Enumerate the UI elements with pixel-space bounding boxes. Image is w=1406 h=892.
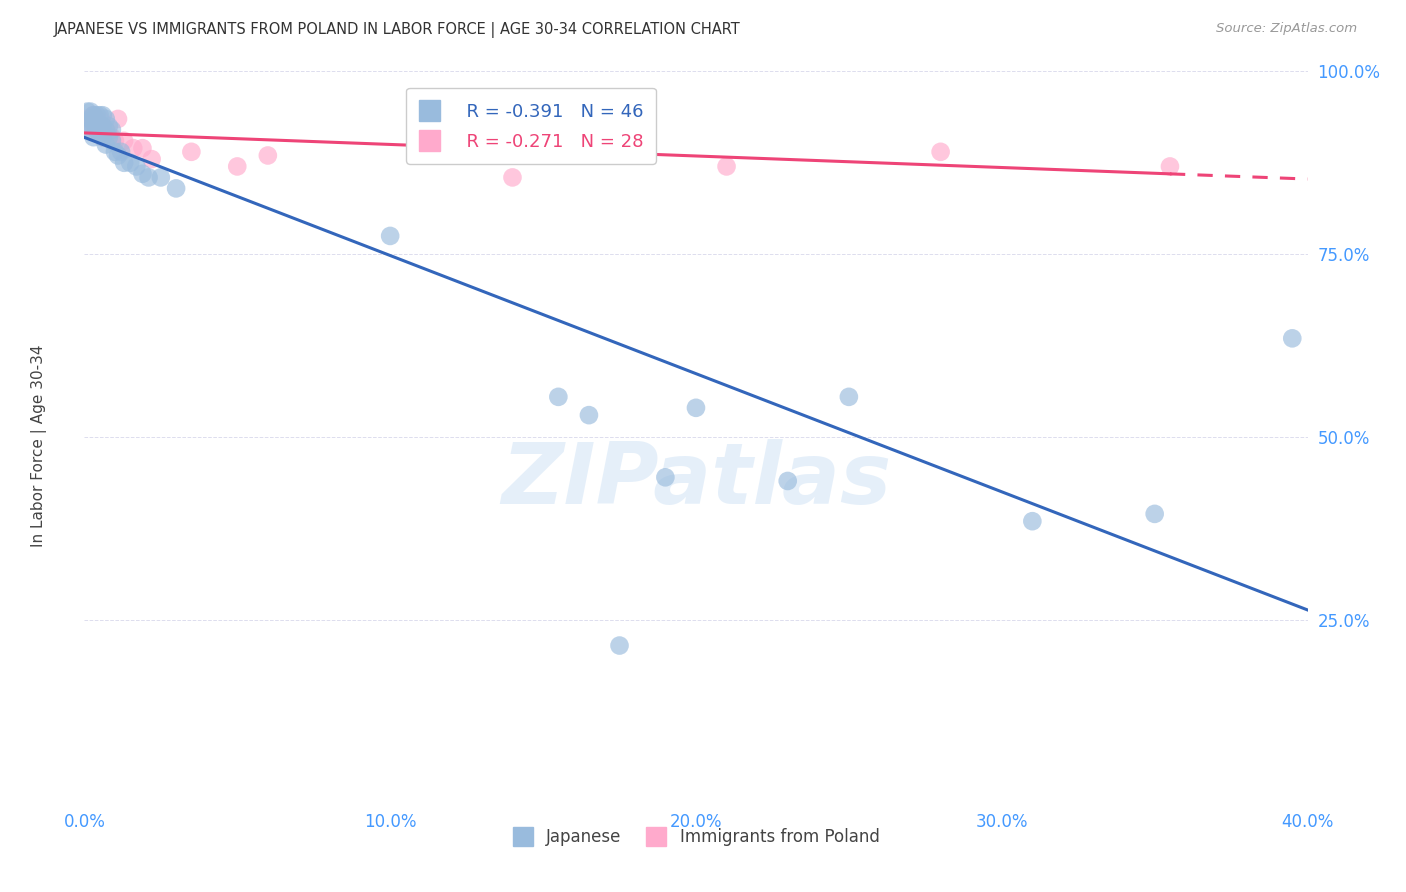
Point: [104, 134, 127, 148]
Point: [101, 130, 124, 145]
Point: [79, 123, 101, 137]
Point: [609, 639, 631, 653]
Point: [91, 119, 114, 133]
Point: [101, 123, 124, 137]
Point: [91, 130, 114, 145]
Point: [76, 112, 98, 126]
Point: [578, 408, 600, 422]
Point: [685, 401, 707, 415]
Point: [76, 104, 98, 119]
Point: [76, 115, 98, 129]
Point: [89, 112, 111, 126]
Point: [94, 123, 117, 137]
Point: [226, 160, 249, 174]
Point: [104, 145, 127, 159]
Point: [149, 170, 172, 185]
Point: [94, 112, 117, 126]
Point: [101, 134, 124, 148]
Point: [79, 104, 101, 119]
Point: [578, 127, 600, 141]
Point: [79, 119, 101, 133]
Point: [502, 170, 524, 185]
Point: [107, 148, 129, 162]
Point: [79, 112, 101, 126]
Point: [83, 115, 105, 129]
Point: [91, 130, 114, 145]
Legend: Japanese, Immigrants from Poland: Japanese, Immigrants from Poland: [506, 821, 886, 853]
Point: [97, 127, 120, 141]
Point: [776, 474, 799, 488]
Point: [1143, 507, 1166, 521]
Point: [89, 123, 111, 137]
Point: [131, 141, 153, 155]
Point: [86, 112, 108, 126]
Point: [89, 119, 111, 133]
Point: [94, 137, 117, 152]
Point: [86, 108, 108, 122]
Point: [180, 145, 202, 159]
Point: [838, 390, 860, 404]
Point: [120, 156, 142, 170]
Point: [83, 115, 105, 129]
Point: [89, 127, 111, 141]
Point: [141, 152, 163, 166]
Point: [91, 119, 114, 133]
Point: [97, 119, 120, 133]
Point: [1021, 514, 1043, 528]
Point: [547, 390, 569, 404]
Point: [929, 145, 952, 159]
Point: [110, 145, 132, 159]
Point: [122, 141, 145, 155]
Point: [165, 181, 187, 195]
Point: [86, 123, 108, 137]
Point: [380, 228, 402, 243]
Point: [97, 130, 120, 145]
Point: [83, 108, 105, 122]
Point: [86, 123, 108, 137]
Point: [112, 134, 135, 148]
Point: [654, 470, 676, 484]
Point: [91, 108, 114, 122]
Text: In Labor Force | Age 30-34: In Labor Force | Age 30-34: [31, 344, 48, 548]
Point: [83, 130, 105, 145]
Point: [89, 108, 111, 122]
Point: [131, 167, 153, 181]
Point: [86, 115, 108, 129]
Point: [1281, 331, 1303, 345]
Point: [138, 170, 160, 185]
Point: [94, 123, 117, 137]
Point: [83, 119, 105, 133]
Point: [716, 160, 738, 174]
Point: [1159, 160, 1181, 174]
Point: [112, 156, 135, 170]
Point: [79, 112, 101, 126]
Text: JAPANESE VS IMMIGRANTS FROM POLAND IN LABOR FORCE | AGE 30-34 CORRELATION CHART: JAPANESE VS IMMIGRANTS FROM POLAND IN LA…: [53, 22, 740, 38]
Point: [107, 112, 129, 126]
Text: Source: ZipAtlas.com: Source: ZipAtlas.com: [1216, 22, 1357, 36]
Point: [125, 160, 148, 174]
Point: [257, 148, 280, 162]
Text: ZIPatlas: ZIPatlas: [501, 440, 891, 523]
Point: [83, 108, 105, 122]
